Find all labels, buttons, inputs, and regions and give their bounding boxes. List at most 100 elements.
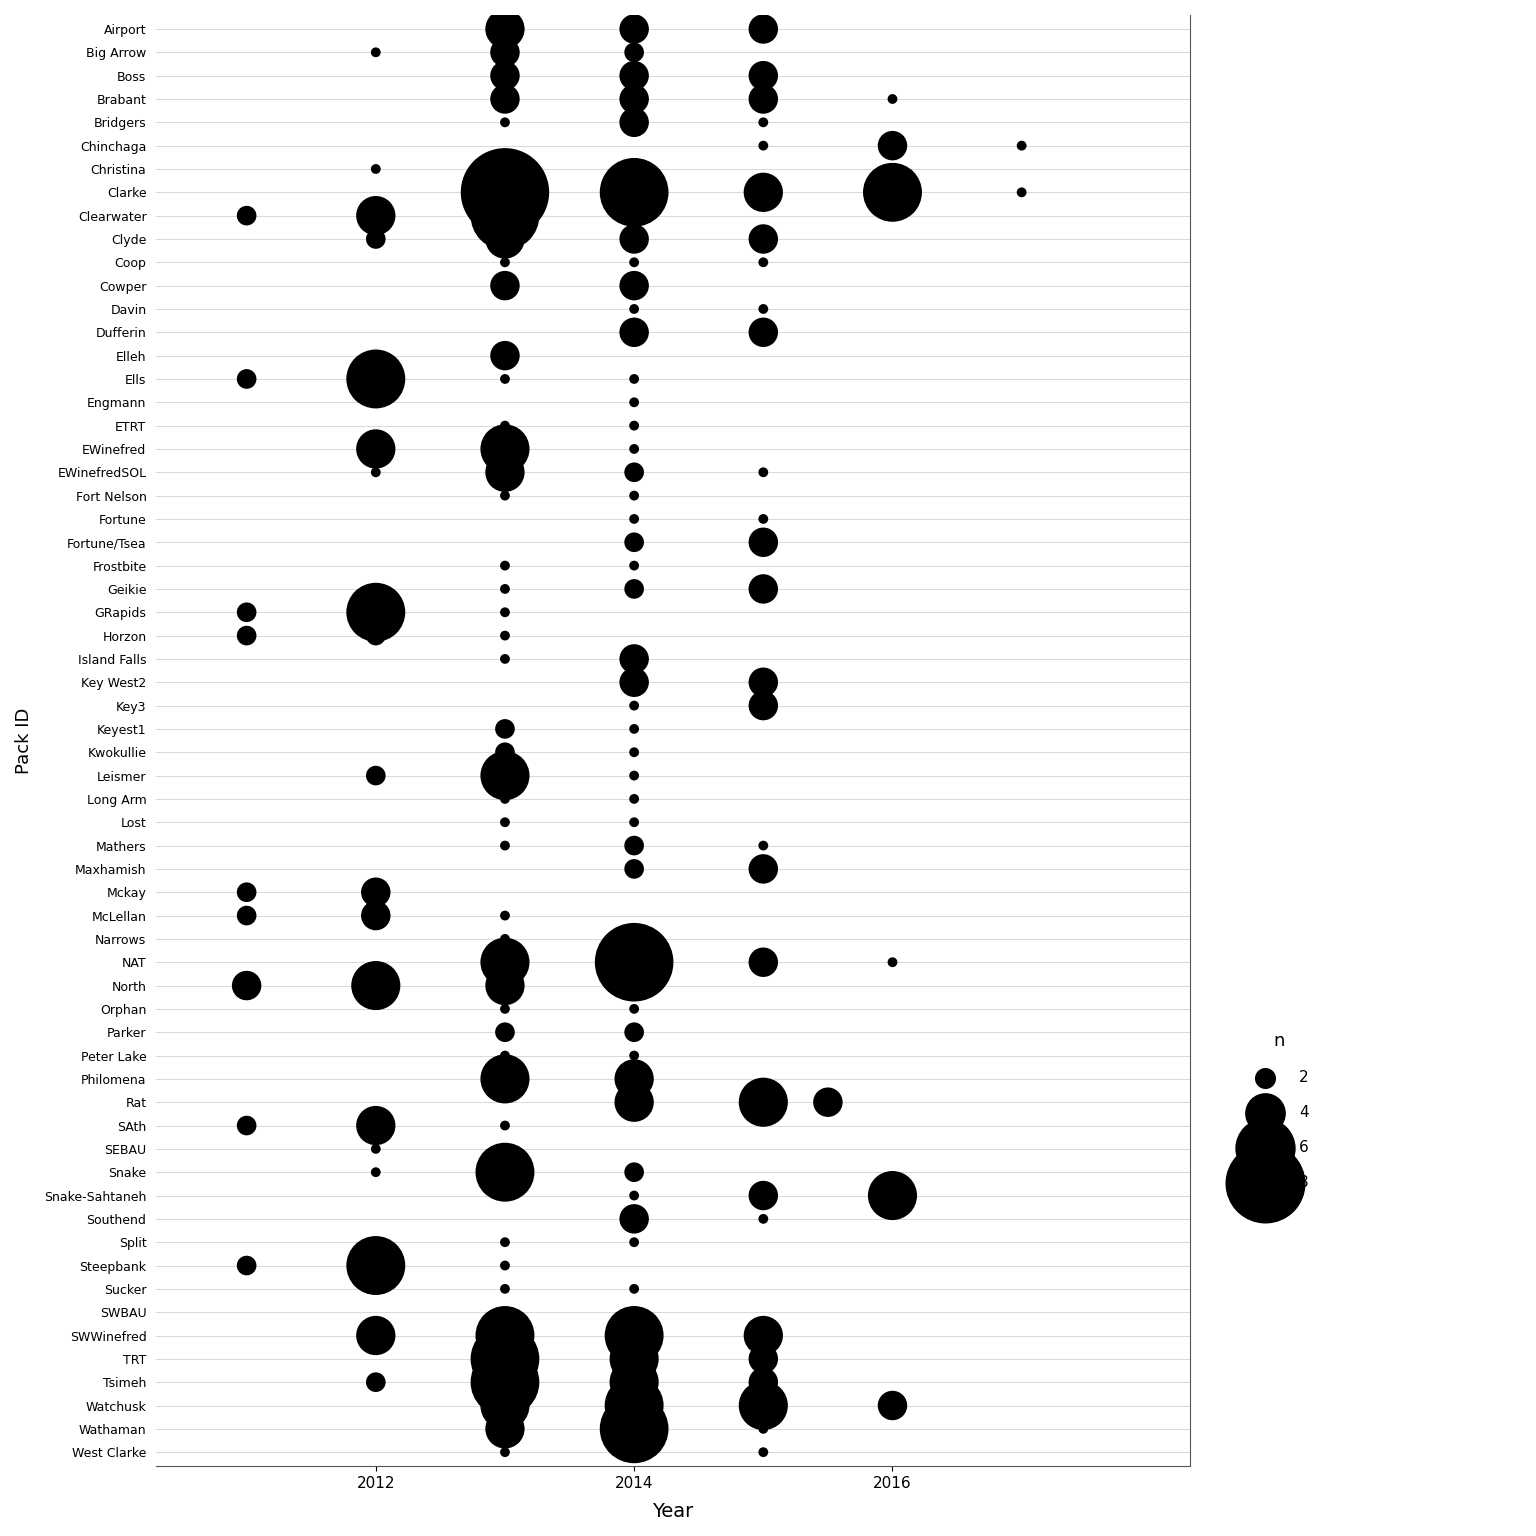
Point bbox=[622, 227, 647, 252]
Point bbox=[493, 40, 518, 65]
Point bbox=[364, 1253, 389, 1278]
Point bbox=[751, 857, 776, 882]
Point bbox=[622, 250, 647, 275]
Point bbox=[493, 903, 518, 928]
Point bbox=[622, 1347, 647, 1372]
Point bbox=[364, 974, 389, 998]
Point bbox=[622, 670, 647, 694]
Point bbox=[493, 576, 518, 601]
Point bbox=[622, 319, 647, 344]
Point bbox=[622, 507, 647, 531]
Point bbox=[493, 180, 518, 204]
Point bbox=[493, 949, 518, 974]
Point bbox=[622, 530, 647, 554]
Point bbox=[235, 203, 260, 227]
Point bbox=[493, 436, 518, 461]
Point bbox=[751, 17, 776, 41]
Point bbox=[364, 1370, 389, 1395]
Point bbox=[622, 1066, 647, 1091]
Point bbox=[622, 1091, 647, 1115]
Point bbox=[622, 647, 647, 671]
Point bbox=[364, 1160, 389, 1184]
Point bbox=[751, 1207, 776, 1232]
Point bbox=[493, 459, 518, 484]
Point bbox=[622, 484, 647, 508]
Point bbox=[364, 157, 389, 181]
Point bbox=[235, 1253, 260, 1278]
Point bbox=[622, 693, 647, 717]
Point bbox=[493, 484, 518, 508]
Point bbox=[751, 63, 776, 88]
Point bbox=[751, 227, 776, 252]
Point bbox=[622, 1416, 647, 1441]
Point bbox=[751, 507, 776, 531]
Point bbox=[364, 1137, 389, 1161]
Point bbox=[751, 1091, 776, 1115]
Point bbox=[493, 1160, 518, 1184]
Legend: 2, 4, 6, 8: 2, 4, 6, 8 bbox=[1243, 1025, 1316, 1198]
Point bbox=[493, 111, 518, 135]
Point bbox=[364, 227, 389, 252]
Point bbox=[622, 857, 647, 882]
Point bbox=[751, 530, 776, 554]
Point bbox=[751, 319, 776, 344]
Point bbox=[622, 834, 647, 859]
Point bbox=[880, 1183, 905, 1207]
Point bbox=[622, 40, 647, 65]
Point bbox=[235, 367, 260, 392]
Point bbox=[751, 134, 776, 158]
Point bbox=[493, 974, 518, 998]
Point bbox=[751, 1183, 776, 1207]
Point bbox=[751, 1370, 776, 1395]
Point bbox=[364, 903, 389, 928]
Point bbox=[493, 273, 518, 298]
Point bbox=[493, 1393, 518, 1418]
Point bbox=[622, 86, 647, 111]
Point bbox=[493, 17, 518, 41]
Point bbox=[751, 670, 776, 694]
Point bbox=[751, 1439, 776, 1464]
Point bbox=[493, 1322, 518, 1347]
Point bbox=[816, 1091, 840, 1115]
Point bbox=[622, 1299, 647, 1324]
Point bbox=[751, 1416, 776, 1441]
Point bbox=[751, 180, 776, 204]
Point bbox=[622, 809, 647, 834]
Point bbox=[493, 1416, 518, 1441]
Point bbox=[364, 436, 389, 461]
Point bbox=[1009, 180, 1034, 204]
Point bbox=[364, 624, 389, 648]
Point bbox=[751, 250, 776, 275]
Point bbox=[493, 1230, 518, 1255]
Point bbox=[622, 576, 647, 601]
Point bbox=[235, 903, 260, 928]
X-axis label: Year: Year bbox=[653, 1502, 694, 1521]
Point bbox=[751, 576, 776, 601]
Point bbox=[751, 86, 776, 111]
Point bbox=[493, 1439, 518, 1464]
Point bbox=[493, 203, 518, 227]
Point bbox=[364, 1322, 389, 1347]
Point bbox=[493, 926, 518, 951]
Point bbox=[364, 880, 389, 905]
Point bbox=[880, 134, 905, 158]
Point bbox=[493, 553, 518, 578]
Point bbox=[751, 111, 776, 135]
Point bbox=[493, 1276, 518, 1301]
Point bbox=[493, 1183, 518, 1207]
Point bbox=[493, 809, 518, 834]
Point bbox=[622, 997, 647, 1021]
Point bbox=[622, 63, 647, 88]
Point bbox=[751, 1322, 776, 1347]
Point bbox=[622, 273, 647, 298]
Point bbox=[622, 1160, 647, 1184]
Point bbox=[493, 1066, 518, 1091]
Point bbox=[364, 601, 389, 625]
Point bbox=[622, 203, 647, 227]
Point bbox=[235, 624, 260, 648]
Point bbox=[751, 459, 776, 484]
Point bbox=[235, 880, 260, 905]
Point bbox=[622, 17, 647, 41]
Point bbox=[493, 367, 518, 392]
Point bbox=[235, 974, 260, 998]
